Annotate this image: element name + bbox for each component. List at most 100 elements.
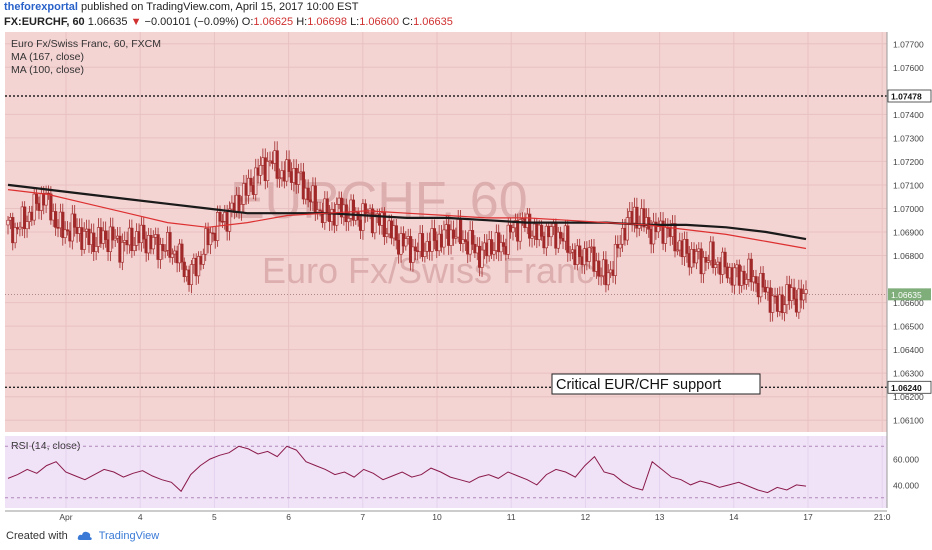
candle-body: [742, 270, 746, 285]
candle-body: [306, 187, 310, 201]
candle-body: [54, 211, 58, 228]
moving-average-lines: [7, 183, 807, 250]
time-tick-label: 6: [286, 512, 291, 522]
time-tick-label: 11: [507, 512, 516, 522]
time-axis[interactable]: Apr 4 5 6 7 10 11 12 13 14 17 21:0: [5, 510, 891, 522]
candle-body: [249, 177, 253, 186]
price-tick-label: 1.07700: [893, 39, 924, 49]
price-line-tag: 1.07478: [891, 92, 922, 102]
candle-body: [113, 237, 117, 241]
candle-body: [706, 260, 710, 263]
candle-body: [423, 250, 427, 257]
candle-body: [394, 225, 398, 241]
support-annotation-text: Critical EUR/CHF support: [556, 377, 721, 393]
candle-body: [142, 224, 146, 240]
price-tick-label: 1.06400: [893, 345, 924, 355]
rsi-axis[interactable]: 60.000 40.000: [893, 455, 919, 491]
candle-body: [94, 246, 98, 252]
ma167-line: [7, 183, 807, 241]
time-tick-label: 17: [803, 512, 813, 522]
candle-body: [347, 218, 351, 223]
candle-body: [463, 239, 467, 242]
candle-body: [411, 246, 415, 263]
price-tick-label: 1.07200: [893, 157, 924, 167]
candle-body: [266, 161, 270, 182]
legend-ma100[interactable]: MA (100, close): [11, 64, 84, 76]
candle-body: [804, 289, 808, 294]
candle-body: [313, 185, 317, 213]
price-tick-label: 1.07300: [893, 133, 924, 143]
candle-body: [25, 221, 29, 230]
candle-body: [246, 177, 251, 196]
legend-ma167[interactable]: MA (167, close): [11, 51, 84, 63]
candle-body: [325, 198, 329, 213]
candle-body: [782, 304, 787, 313]
candle-body: [220, 220, 224, 223]
candle-body: [451, 229, 456, 239]
candle-body: [92, 232, 96, 252]
time-tick-label: 12: [581, 512, 591, 522]
support-annotation-box[interactable]: [551, 373, 761, 395]
price-tags: 1.07478 1.06240 1.06635: [887, 89, 932, 394]
candle-body: [196, 256, 201, 277]
price-tick-label: 1.07000: [893, 204, 924, 214]
candle-body: [170, 253, 174, 258]
candle-body: [151, 237, 155, 250]
high-label: H:: [296, 16, 308, 28]
symbol-label[interactable]: FX:EURCHF, 60: [4, 16, 85, 28]
tradingview-cloud-icon: [77, 531, 92, 541]
candle-body: [120, 242, 124, 263]
price-axis[interactable]: 1.07700 1.07600 1.07400 1.07300 1.07200 1.071…: [886, 32, 924, 508]
candle-body: [227, 208, 232, 232]
open-label: O:: [241, 16, 254, 28]
tradingview-logo[interactable]: TradingView: [98, 530, 160, 542]
price-line-tag-box: [887, 380, 932, 394]
candle-body: [382, 212, 386, 237]
rsi-tick-label: 40.000: [893, 480, 919, 490]
symbol-quote-line: FX:EURCHF, 60 1.06635 ▼ −0.00101 (−0.09%…: [4, 16, 453, 28]
time-tick-label: 21:0: [874, 512, 891, 522]
price-tick-label: 1.06100: [893, 416, 924, 426]
candle-body: [61, 211, 65, 238]
candle-body: [675, 249, 679, 252]
candle-body: [492, 250, 496, 255]
close-label: C:: [402, 16, 414, 28]
candle-body: [771, 295, 775, 313]
rsi-label[interactable]: RSI (14, close): [11, 440, 80, 452]
candle-body: [63, 229, 67, 238]
legend-title[interactable]: Euro Fx/Swiss Franc, 60, FXCM: [11, 38, 161, 50]
candle-body: [749, 258, 753, 283]
price-tick-label: 1.06800: [893, 251, 924, 261]
candle-body: [65, 229, 70, 232]
author-link[interactable]: theforexportal: [4, 1, 78, 13]
rsi-pane-background: [5, 436, 887, 508]
high-value: 1.06698: [307, 16, 347, 28]
candle-body: [651, 221, 656, 245]
candle-body: [599, 275, 603, 278]
candle-body: [511, 227, 515, 233]
time-tick-label: 7: [360, 512, 365, 522]
candle-body: [432, 228, 436, 241]
candle-body: [780, 294, 784, 313]
low-value: 1.06600: [359, 16, 400, 28]
candle-body: [656, 226, 660, 233]
candle-body: [301, 171, 305, 200]
candle-body: [82, 231, 86, 250]
low-label: L:: [350, 16, 360, 28]
candle-body: [711, 241, 715, 268]
candle-body: [549, 226, 553, 238]
candle-body: [539, 224, 544, 237]
candle-body: [180, 243, 184, 263]
candle-body: [366, 212, 370, 215]
candle-body: [470, 230, 475, 245]
candle-body: [802, 293, 806, 301]
published-text: published on TradingView.com, April 15, …: [81, 1, 359, 13]
horizontal-price-lines[interactable]: [5, 95, 887, 388]
candle-body: [18, 226, 22, 230]
candle-body: [361, 203, 365, 231]
price-tick-label: 1.06300: [893, 369, 924, 379]
candle-body: [32, 193, 36, 221]
price-change: −0.00101 (−0.09%): [144, 16, 239, 28]
candle-body: [647, 217, 651, 230]
